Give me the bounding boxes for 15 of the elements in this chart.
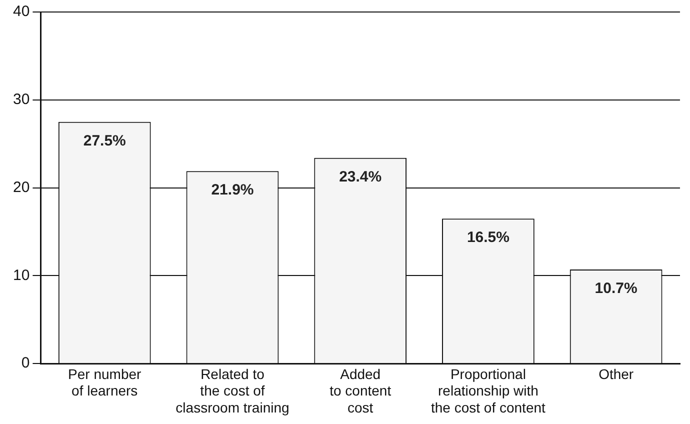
y-tick-label: 40 [12, 3, 30, 20]
x-tick-label: Other [598, 366, 634, 382]
y-tick-label: 30 [12, 91, 30, 108]
data-label: 23.4% [339, 168, 382, 186]
y-tick-label: 20 [12, 178, 30, 196]
y-tick-label: 10 [12, 266, 30, 284]
data-label: 27.5% [83, 132, 126, 150]
x-tick-label: Added to content cost [330, 366, 392, 416]
y-tick-label: 0 [21, 354, 30, 372]
data-label: 10.7% [594, 280, 638, 298]
x-tick-label: Proportional relationship with the cost of content [431, 366, 546, 416]
data-label: 16.5% [466, 229, 510, 246]
x-tick-label: Per number of learners [68, 366, 142, 399]
data-label: 21.9% [211, 182, 254, 199]
x-tick-label: Related to the cost of classroom training [176, 366, 290, 416]
